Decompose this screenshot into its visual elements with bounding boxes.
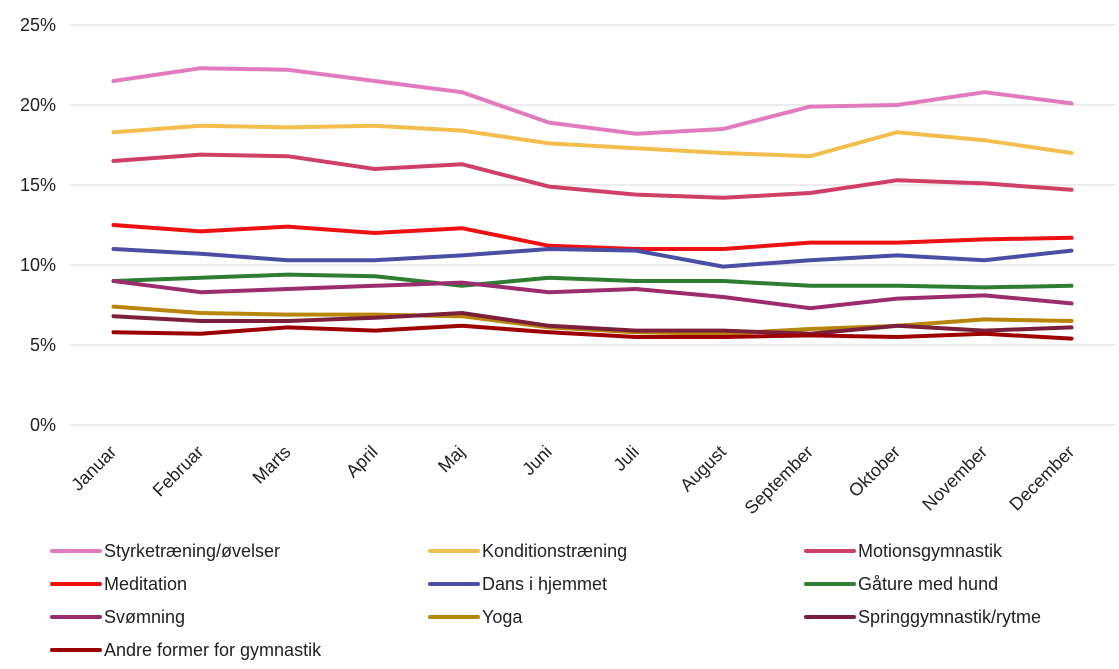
x-tick-label: Januar xyxy=(67,442,120,495)
x-tick-label: Maj xyxy=(434,442,469,477)
legend-item: Gåture med hund xyxy=(804,574,998,594)
legend-item: Dans i hjemmet xyxy=(428,574,607,594)
x-tick-label: Oktober xyxy=(845,442,904,501)
legend-item: Yoga xyxy=(428,607,523,627)
series-line xyxy=(111,311,1074,336)
legend-item: Konditionstræning xyxy=(428,541,627,561)
legend-label: Dans i hjemmet xyxy=(482,574,607,594)
legend-label: Yoga xyxy=(482,607,523,627)
series-line xyxy=(111,123,1074,159)
y-tick-label: 0% xyxy=(30,415,56,435)
legend-item: Andre former for gymnastik xyxy=(50,640,322,660)
legend-item: Motionsgymnastik xyxy=(804,541,1003,561)
series-line xyxy=(111,279,1074,311)
legend-label: Meditation xyxy=(104,574,187,594)
legend-label: Gåture med hund xyxy=(858,574,998,594)
x-tick-label: Juli xyxy=(610,442,643,475)
x-tick-label: August xyxy=(676,442,730,496)
legend-label: Motionsgymnastik xyxy=(858,541,1003,561)
legend-label: Svømning xyxy=(104,607,185,627)
x-tick-label: September xyxy=(741,442,817,518)
series-lines xyxy=(111,66,1074,341)
legend-item: Styrketræning/øvelser xyxy=(50,541,280,561)
y-tick-label: 10% xyxy=(20,255,56,275)
legend-item: Meditation xyxy=(50,574,187,594)
y-axis-ticks: 0% 5% 10% 15% 20% 25% xyxy=(20,15,56,435)
series-line xyxy=(111,247,1074,269)
x-tick-label: Februar xyxy=(149,442,208,501)
legend-item: Svømning xyxy=(50,607,185,627)
series-line xyxy=(111,323,1074,341)
series-line xyxy=(111,152,1074,200)
x-tick-label: Marts xyxy=(249,442,295,488)
series-line xyxy=(111,66,1074,136)
legend-label: Springgymnastik/rytme xyxy=(858,607,1041,627)
grid-lines xyxy=(70,24,1115,426)
legend-label: Konditionstræning xyxy=(482,541,627,561)
y-tick-label: 20% xyxy=(20,95,56,115)
y-tick-label: 25% xyxy=(20,15,56,35)
x-tick-label: April xyxy=(342,442,382,482)
x-tick-label: December xyxy=(1005,442,1078,515)
legend: Styrketræning/øvelser Konditionstræning Mo… xyxy=(50,541,1041,660)
x-tick-label: Juni xyxy=(518,442,555,479)
legend-label: Styrketræning/øvelser xyxy=(104,541,280,561)
series-line xyxy=(111,272,1074,290)
y-tick-label: 5% xyxy=(30,335,56,355)
x-tick-label: November xyxy=(918,442,991,515)
x-axis-ticks: Januar Februar Marts April Maj Juni Juli August… xyxy=(67,442,1078,518)
y-tick-label: 15% xyxy=(20,175,56,195)
series-line xyxy=(111,223,1074,251)
legend-label: Andre former for gymnastik xyxy=(104,640,322,660)
legend-item: Springgymnastik/rytme xyxy=(804,607,1041,627)
